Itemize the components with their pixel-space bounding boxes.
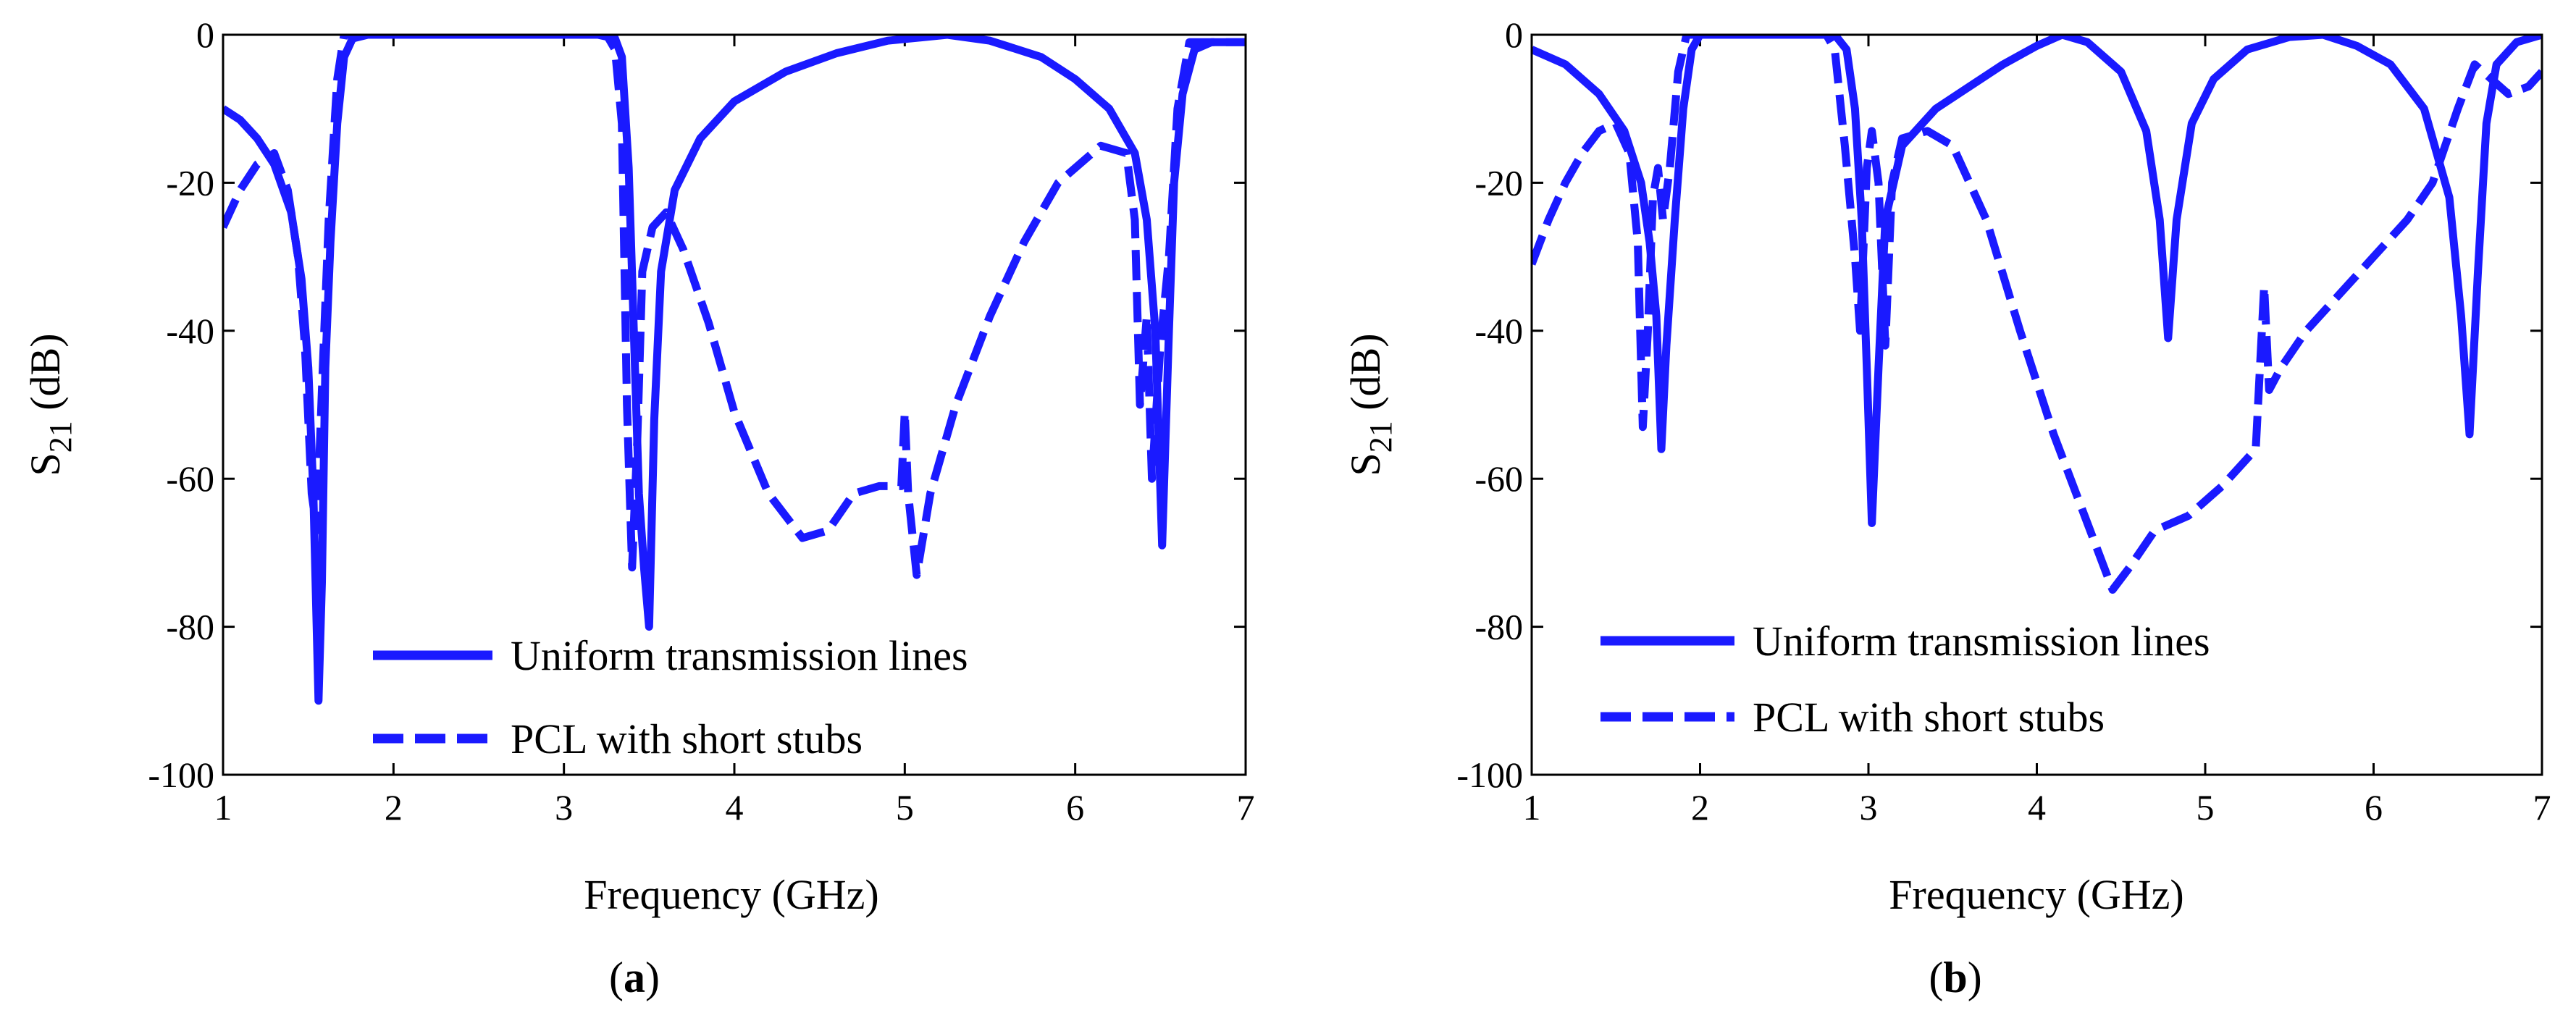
y-axis-label-sub-b: 21 xyxy=(1363,421,1398,453)
caption-b: (b) xyxy=(1929,954,1981,1001)
x-axis-label-b: Frequency (GHz) xyxy=(1889,871,2183,918)
plot-frame-overlay-b xyxy=(1530,33,2543,776)
y-tick-labels-b: 0 -20 -40 -60 -80 -100 xyxy=(1456,14,1523,795)
y-tick-label: -20 xyxy=(166,162,214,203)
series-line-uniform-b xyxy=(1532,35,2542,527)
legend-label-uniform-a: Uniform transmission lines xyxy=(511,632,968,679)
y-axis-label-unit-b: (dB) xyxy=(1342,333,1389,421)
series-line-pcl-b xyxy=(1532,35,2542,594)
x-tick-label: 2 xyxy=(1691,787,1709,828)
series-group-b xyxy=(1532,35,2542,594)
y-tick-label: 0 xyxy=(1505,14,1523,55)
chart-panel-b: 0 -20 -40 -60 -80 -100 1 2 3 4 5 6 7 Uniform transm… xyxy=(1342,14,2551,1001)
x-tick-label: 6 xyxy=(1066,787,1084,828)
x-tick-label: 5 xyxy=(896,787,914,828)
x-tick-label: 1 xyxy=(214,787,232,828)
y-tick-label: -20 xyxy=(1474,162,1523,203)
x-tick-label: 2 xyxy=(385,787,403,828)
y-axis-label-main-b: S xyxy=(1342,453,1389,476)
x-tick-label: 5 xyxy=(2197,787,2215,828)
x-tick-label: 3 xyxy=(555,787,573,828)
x-tick-labels-b: 1 2 3 4 5 6 7 xyxy=(1523,787,2551,828)
series-group-a xyxy=(223,35,1246,705)
y-tick-label: -80 xyxy=(1474,607,1523,647)
x-tick-label: 1 xyxy=(1523,787,1541,828)
y-axis-label-unit-a: (dB) xyxy=(22,333,69,421)
y-tick-label: -100 xyxy=(148,754,214,795)
y-tick-label: -40 xyxy=(1474,311,1523,351)
plot-frame-overlay-a xyxy=(222,33,1247,776)
x-tick-labels-a: 1 2 3 4 5 6 7 xyxy=(214,787,1255,828)
y-tick-labels-a: 0 -20 -40 -60 -80 -100 xyxy=(148,14,214,795)
y-tick-label: -60 xyxy=(166,458,214,499)
x-tick-label: 4 xyxy=(2028,787,2046,828)
x-tick-label: 3 xyxy=(1860,787,1878,828)
y-tick-label: -40 xyxy=(166,311,214,351)
x-tick-label: 6 xyxy=(2365,787,2383,828)
legend-a: Uniform transmission lines PCL with shor… xyxy=(373,632,968,762)
x-tick-label: 7 xyxy=(1237,787,1255,828)
y-axis-label-sub-a: 21 xyxy=(43,421,78,453)
legend-label-uniform-b: Uniform transmission lines xyxy=(1753,618,2210,665)
x-tick-label: 7 xyxy=(2533,787,2551,828)
y-axis-label-a: S21 (dB) xyxy=(22,333,78,476)
x-axis-label-a: Frequency (GHz) xyxy=(584,871,878,918)
series-line-pcl-a xyxy=(223,35,1246,579)
y-axis-label-main-a: S xyxy=(22,453,69,476)
series-line-uniform-a xyxy=(223,35,1246,705)
y-tick-label: -100 xyxy=(1456,754,1523,795)
y-tick-label: -80 xyxy=(166,607,214,647)
y-tick-label: -60 xyxy=(1474,458,1523,499)
y-axis-label-b: S21 (dB) xyxy=(1342,333,1398,476)
y-tick-label: 0 xyxy=(196,14,214,55)
legend-b: Uniform transmission lines PCL with shor… xyxy=(1600,618,2210,741)
legend-label-pcl-b: PCL with short stubs xyxy=(1753,694,2105,741)
x-tick-label: 4 xyxy=(726,787,744,828)
chart-panel-a: 0 -20 -40 -60 -80 -100 1 2 3 4 5 6 7 Uniform transm… xyxy=(22,14,1255,1001)
legend-label-pcl-a: PCL with short stubs xyxy=(511,715,863,762)
caption-a: (a) xyxy=(609,954,660,1001)
